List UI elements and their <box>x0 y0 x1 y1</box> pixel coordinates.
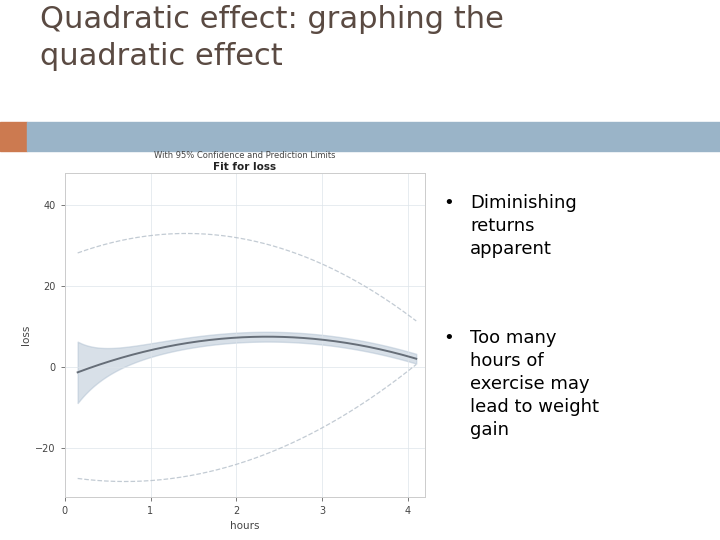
Text: With 95% Confidence and Prediction Limits: With 95% Confidence and Prediction Limit… <box>154 151 336 160</box>
Text: Quadratic effect: graphing the
quadratic effect: Quadratic effect: graphing the quadratic… <box>40 5 503 71</box>
X-axis label: hours: hours <box>230 522 259 531</box>
Title: Fit for loss: Fit for loss <box>213 162 276 172</box>
Text: •: • <box>443 194 454 212</box>
Text: Diminishing
returns
apparent: Diminishing returns apparent <box>470 194 577 258</box>
Text: Too many
hours of
exercise may
lead to weight
gain: Too many hours of exercise may lead to w… <box>470 329 599 439</box>
Text: •: • <box>443 329 454 347</box>
Y-axis label: loss: loss <box>21 325 31 345</box>
Bar <box>0 122 27 151</box>
